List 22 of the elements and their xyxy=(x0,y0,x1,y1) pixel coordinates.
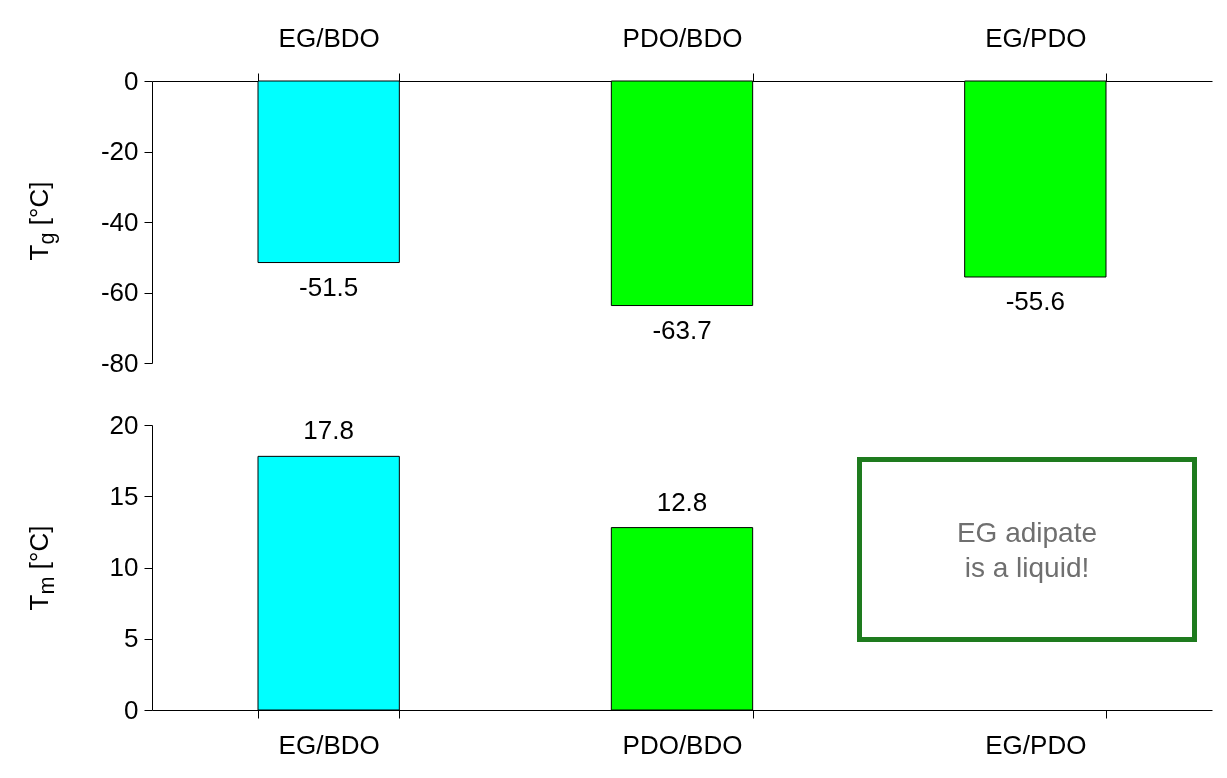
y-tick-label: 15 xyxy=(109,480,139,511)
note-box: EG adipate is a liquid! xyxy=(857,457,1197,642)
data-label: 12.8 xyxy=(656,486,708,517)
y-tick-label: -60 xyxy=(100,277,139,307)
y-tick-label: 5 xyxy=(124,623,139,654)
x-tick-label: EG/PDO xyxy=(985,729,1087,760)
data-label: -55.6 xyxy=(1005,285,1065,316)
y-tick-label: 10 xyxy=(109,552,139,582)
y-tick-label: 0 xyxy=(124,694,139,725)
x-tick-label: PDO/BDO xyxy=(622,729,743,760)
x-tick-label: EG/PDO xyxy=(985,22,1087,53)
x-tick-label: PDO/BDO xyxy=(622,22,743,53)
x-tick-label: EG/BDO xyxy=(278,729,380,760)
data-label: 17.8 xyxy=(303,415,354,446)
x-tick-label: EG/BDO xyxy=(278,22,380,53)
data-label: -51.5 xyxy=(299,271,359,302)
y-tick-label: -80 xyxy=(100,347,139,378)
data-label: -63.7 xyxy=(652,314,712,345)
y-tick-label: -40 xyxy=(100,206,139,237)
y-tick-label: 20 xyxy=(109,409,139,440)
y-tick-label: 0 xyxy=(124,65,139,96)
y-tick-label: -20 xyxy=(100,136,139,166)
